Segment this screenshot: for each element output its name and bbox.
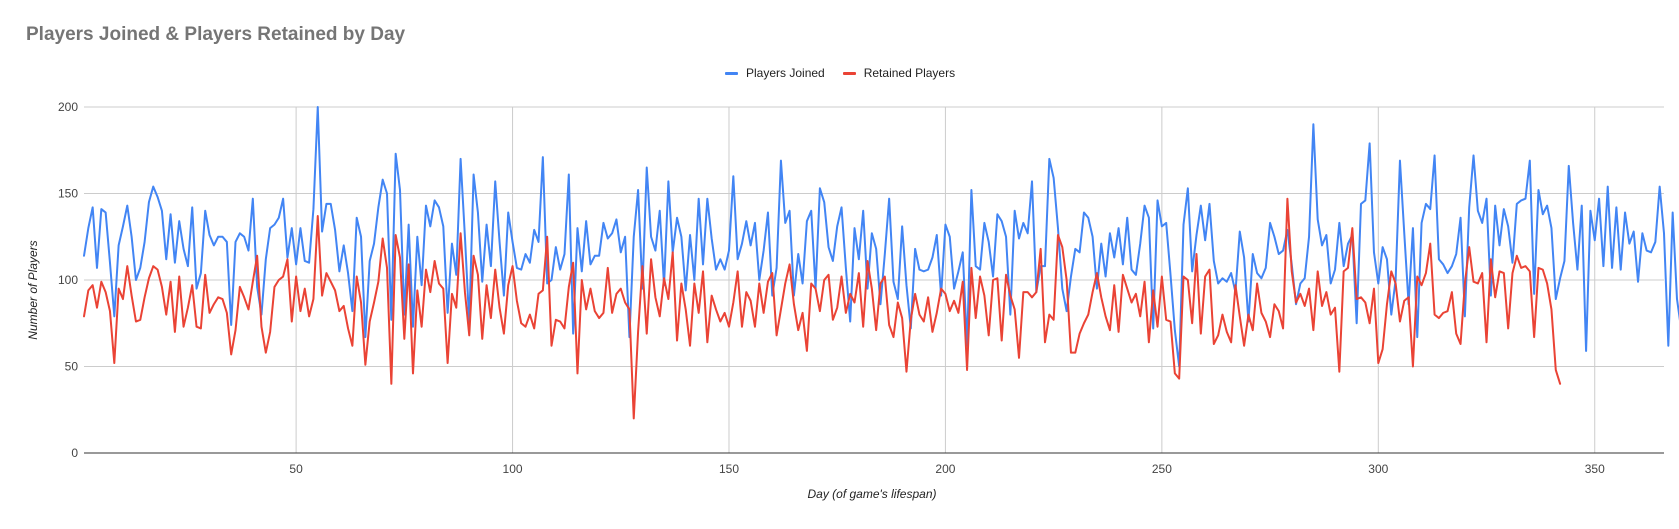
y-tick-label-200: 200: [58, 100, 78, 114]
x-tick-label-250: 250: [1152, 462, 1172, 476]
legend-swatch-players-joined: [725, 71, 738, 75]
x-axis-label: Day (of game's lifespan): [807, 487, 937, 501]
y-tick-label-150: 150: [58, 187, 78, 201]
y-axis-label: Number of Players: [26, 240, 40, 340]
x-tick-label-200: 200: [935, 462, 955, 476]
series-line-players-joined: [83, 106, 1679, 368]
x-tick-label-50: 50: [289, 462, 303, 476]
legend-item-players-joined[interactable]: Players Joined: [725, 66, 825, 80]
legend-label-retained-players: Retained Players: [863, 66, 956, 80]
legend-swatch-retained-players: [842, 71, 856, 75]
y-tick-label-100: 100: [58, 273, 78, 287]
x-tick-label-300: 300: [1368, 462, 1388, 476]
y-tick-label-0: 0: [71, 446, 78, 460]
legend: Players Joined Retained Players: [725, 66, 955, 80]
series-line-retained-players: [83, 197, 1562, 420]
legend-label-players-joined: Players Joined: [746, 66, 825, 80]
x-tick-label-100: 100: [503, 462, 523, 476]
y-tick-label-50: 50: [65, 360, 79, 374]
legend-item-retained-players[interactable]: Retained Players: [842, 66, 956, 80]
chart-title: Players Joined & Players Retained by Day: [26, 24, 406, 45]
x-tick-label-150: 150: [719, 462, 739, 476]
x-tick-label-350: 350: [1585, 462, 1605, 476]
